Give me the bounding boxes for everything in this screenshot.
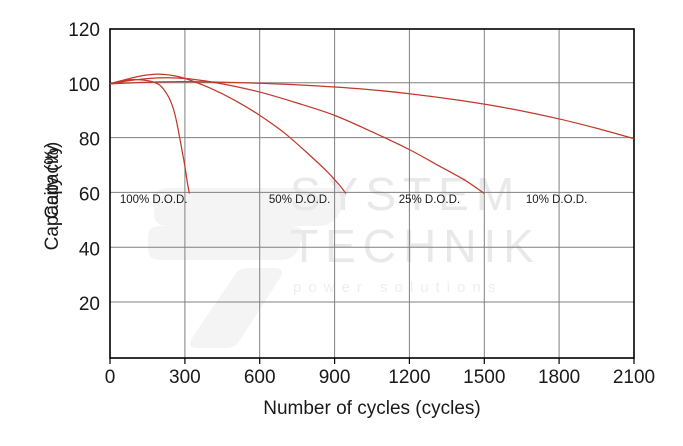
dod-label-100-d-o-d: 100% D.O.D.	[120, 194, 188, 206]
watermark-line2: TECHNIK	[290, 220, 541, 272]
dod-label-50-d-o-d: 50% D.O.D.	[269, 194, 330, 206]
x-tick-1500: 1500	[463, 367, 505, 388]
series-line-25-d-o-d	[109, 77, 485, 195]
dod-label-10-d-o-d: 10% D.O.D.	[526, 194, 587, 206]
x-tick-1800: 1800	[538, 367, 580, 388]
x-tick-2100: 2100	[613, 367, 655, 388]
series-line-100-d-o-d	[109, 78, 190, 194]
watermark-swoosh-icon	[148, 188, 345, 348]
y-axis-title-overlap: Capacity	[42, 145, 63, 219]
dod-label-25-d-o-d: 25% D.O.D.	[399, 194, 460, 206]
x-tick-300: 300	[169, 367, 201, 388]
y-tick-60: 60	[79, 185, 100, 206]
x-tick-0: 0	[105, 367, 116, 388]
y-axis-tick-labels: 20 40 60 80 100 120	[68, 20, 100, 315]
watermark-group: SYSTEM TECHNIK power solutions	[148, 168, 541, 348]
y-axis-title: Capacity (%)	[42, 142, 63, 251]
y-tick-20: 20	[79, 294, 100, 315]
data-series-group	[109, 73, 635, 195]
y-axis-title-group: Capacity (%) Capacity	[42, 142, 63, 251]
watermark-line3: power solutions	[293, 279, 502, 296]
watermark-line1: SYSTEM	[290, 168, 521, 220]
y-tick-40: 40	[79, 239, 100, 260]
y-tick-100: 100	[68, 75, 100, 96]
x-tick-900: 900	[319, 367, 351, 388]
series-line-10-d-o-d	[109, 81, 635, 140]
x-tick-1200: 1200	[388, 367, 430, 388]
y-tick-80: 80	[79, 130, 100, 151]
x-tick-600: 600	[244, 367, 276, 388]
series-line-50-d-o-d	[109, 73, 347, 194]
dod-annotations-group: 100% D.O.D. 50% D.O.D. 25% D.O.D. 10% D.O.D…	[120, 194, 587, 206]
plot-frame	[109, 28, 635, 359]
y-tick-120: 120	[68, 20, 100, 41]
x-axis-tick-labels: 0 300 600 900 1200 1500 1800 2100	[105, 367, 655, 388]
x-tick-marks	[109, 358, 635, 364]
x-axis-title: Number of cycles (cycles)	[263, 398, 481, 419]
